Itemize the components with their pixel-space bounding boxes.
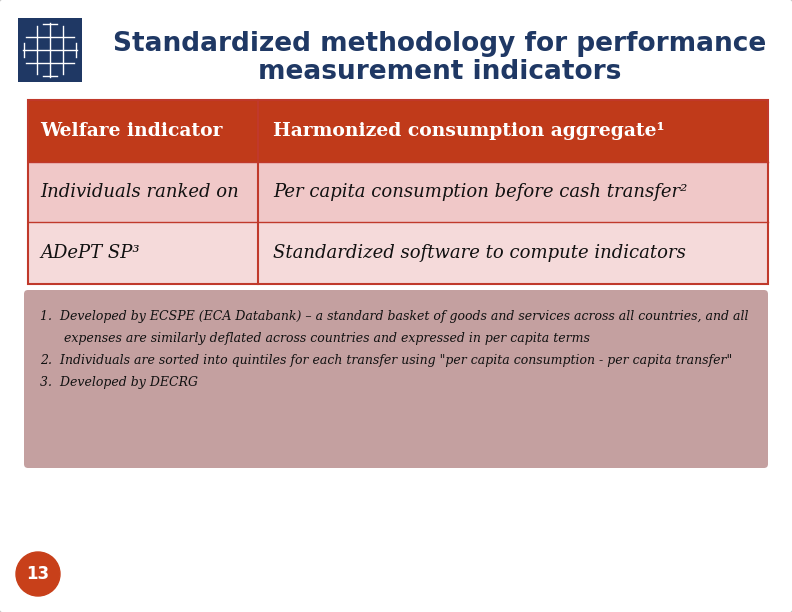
Text: 2.  Individuals are sorted into quintiles for each transfer using "per capita co: 2. Individuals are sorted into quintiles… <box>40 354 733 367</box>
Bar <box>28 100 768 284</box>
Circle shape <box>16 552 60 596</box>
Bar <box>28 162 768 222</box>
Text: Standardized methodology for performance: Standardized methodology for performance <box>113 31 767 57</box>
Bar <box>28 100 768 162</box>
Text: measurement indicators: measurement indicators <box>258 59 622 85</box>
FancyBboxPatch shape <box>24 290 768 468</box>
Text: 1.  Developed by ECSPE (ECA Databank) – a standard basket of goods and services : 1. Developed by ECSPE (ECA Databank) – a… <box>40 310 748 323</box>
Text: 3.  Developed by DECRG: 3. Developed by DECRG <box>40 376 198 389</box>
Text: Standardized software to compute indicators: Standardized software to compute indicat… <box>273 244 686 262</box>
Text: 13: 13 <box>26 565 50 583</box>
FancyBboxPatch shape <box>18 18 82 82</box>
Text: Per capita consumption before cash transfer²: Per capita consumption before cash trans… <box>273 183 687 201</box>
Text: ADePT SP³: ADePT SP³ <box>40 244 139 262</box>
Bar <box>28 222 768 284</box>
Text: Individuals ranked on: Individuals ranked on <box>40 183 238 201</box>
Text: Harmonized consumption aggregate¹: Harmonized consumption aggregate¹ <box>273 122 664 140</box>
Text: expenses are similarly deflated across countries and expressed in per capita ter: expenses are similarly deflated across c… <box>40 332 590 345</box>
Text: Welfare indicator: Welfare indicator <box>40 122 223 140</box>
